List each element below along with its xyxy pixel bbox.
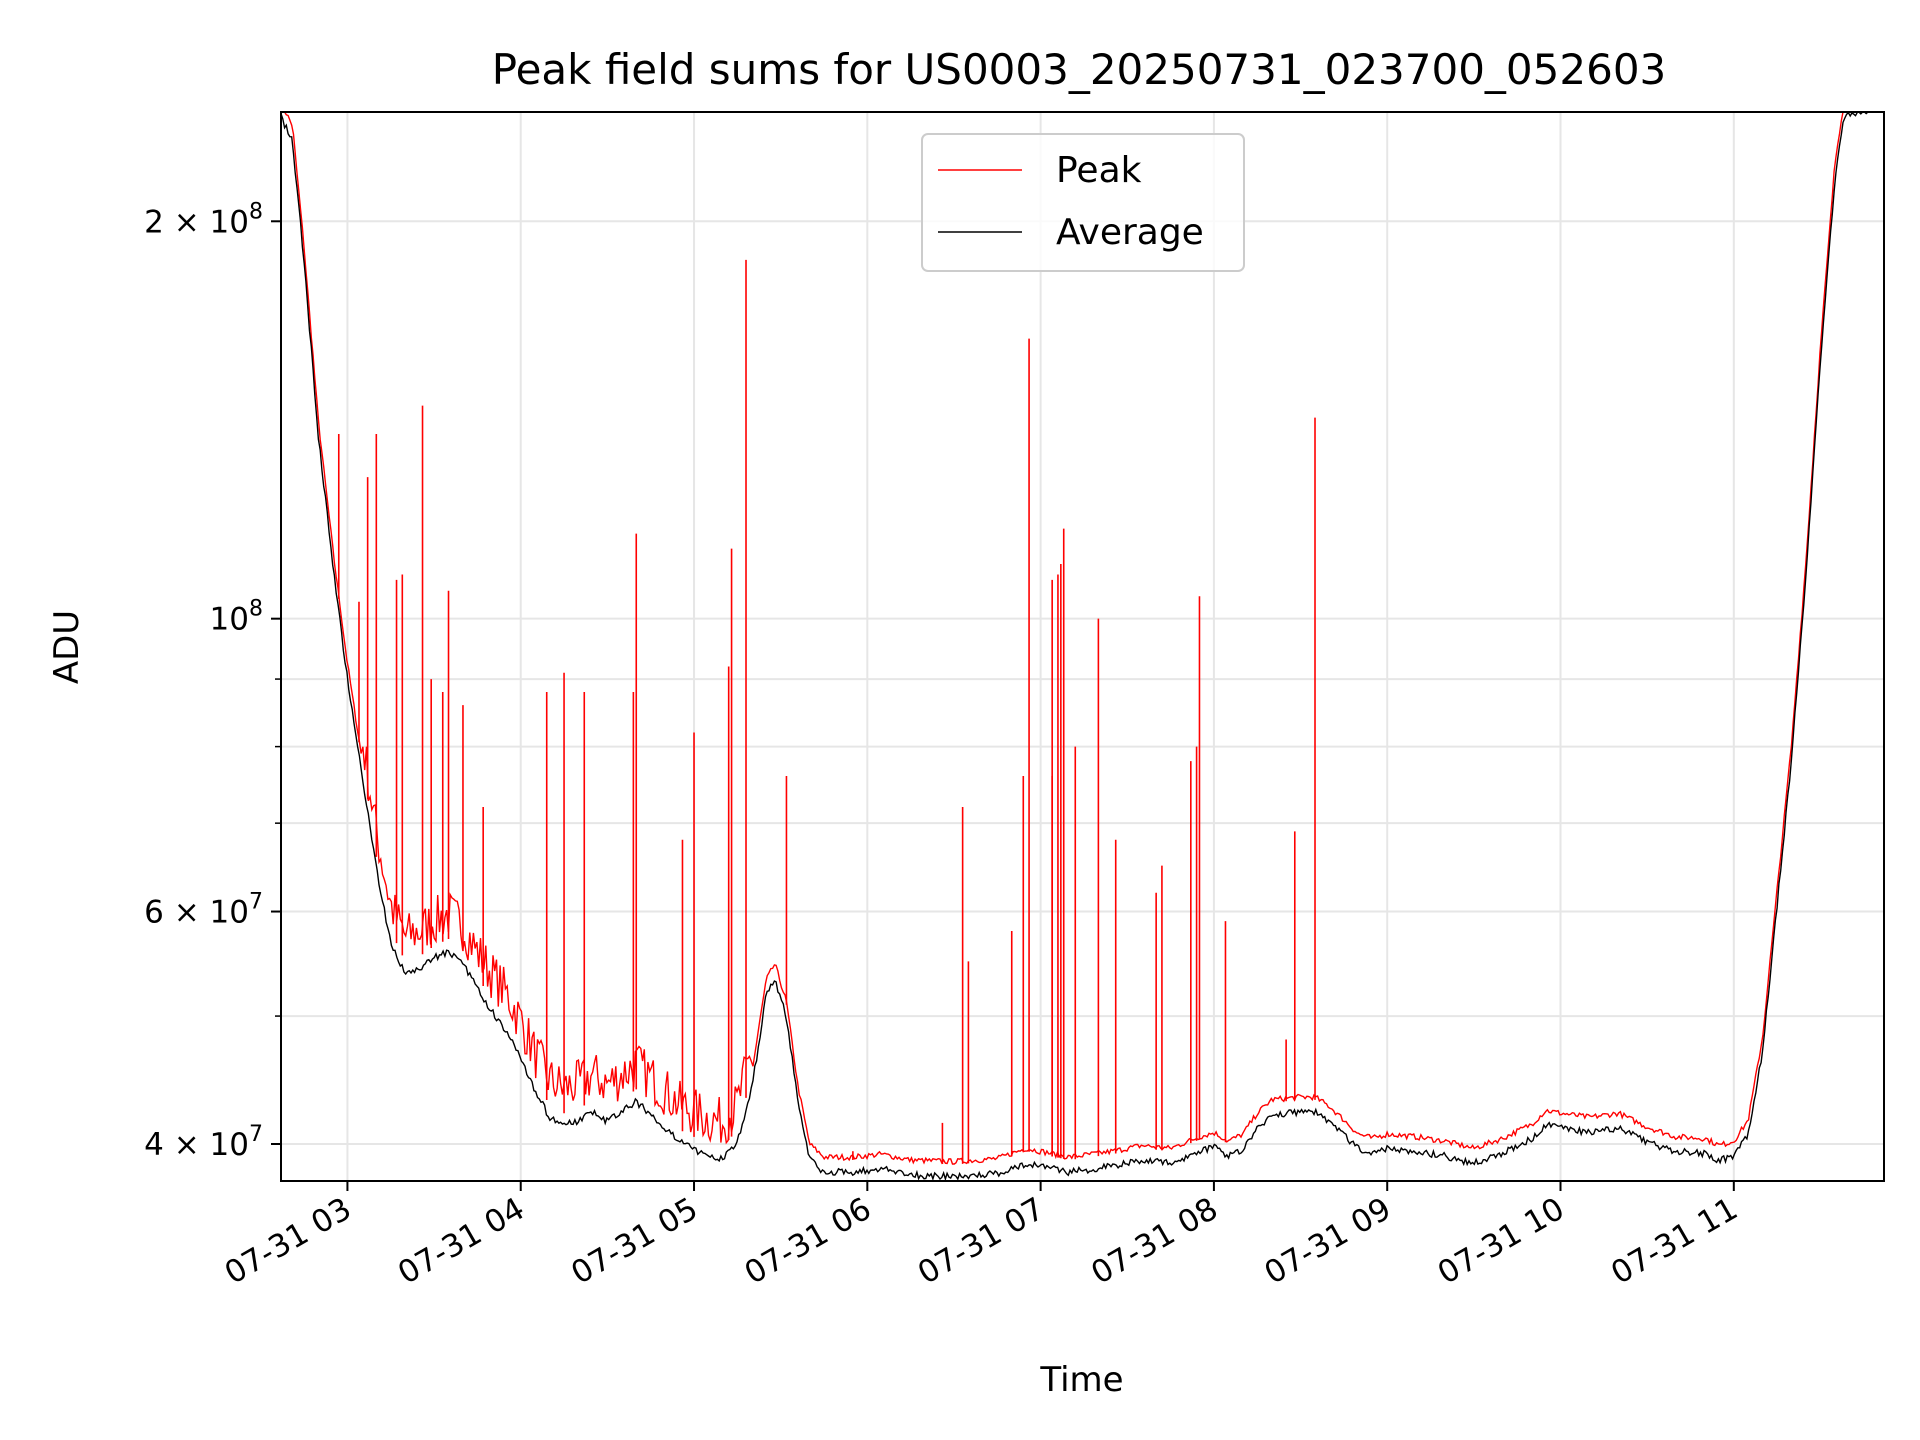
series-line-average [281, 112, 1884, 1181]
series-group [281, 112, 1884, 1181]
plot-area-frame [280, 111, 1885, 1182]
y-tick-label-0: 4 × 107 [144, 1122, 263, 1163]
legend-label-peak: Peak [1056, 150, 1142, 191]
grid-lines [281, 112, 1884, 1181]
legend-box [921, 133, 1245, 272]
y-axis: 4 × 107 6 × 107 108 2 × 108 [144, 199, 281, 1163]
y-tick-label-2: 108 [210, 597, 263, 638]
y-axis-label: ADU [47, 610, 87, 684]
legend-label-average: Average [1056, 212, 1204, 253]
series-line-peak [281, 112, 1884, 1165]
chart-title: Peak field sums for US0003_20250731_0237… [492, 45, 1667, 94]
y-tick-label-3: 2 × 108 [144, 199, 263, 240]
legend: Peak Average [921, 133, 1245, 272]
x-axis-label: Time [1039, 1360, 1123, 1400]
y-tick-label-1: 6 × 107 [144, 890, 263, 931]
